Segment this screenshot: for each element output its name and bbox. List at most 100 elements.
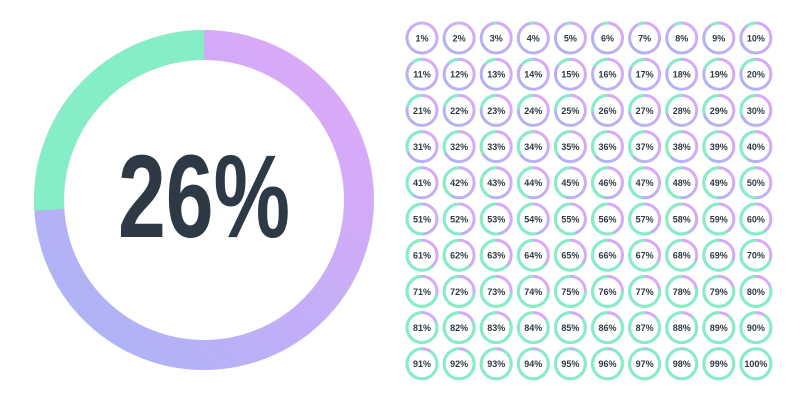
ring-label: 15% (561, 70, 579, 80)
ring-label: 64% (524, 251, 542, 261)
ring-label: 44% (524, 178, 542, 188)
ring-label: 28% (673, 106, 691, 116)
ring-fill (516, 238, 550, 272)
ring-fill (702, 57, 736, 91)
small-ring: 90% (739, 311, 773, 345)
ring-fill (516, 202, 550, 236)
ring-label: 39% (710, 142, 728, 152)
ring-fill (665, 57, 699, 91)
small-ring: 13% (479, 57, 513, 91)
ring-label: 48% (673, 178, 691, 188)
small-ring: 21% (405, 93, 439, 127)
ring-fill (702, 166, 736, 200)
ring-label: 50% (747, 178, 765, 188)
ring-fill (405, 57, 439, 91)
main-ring: 26% (34, 30, 374, 370)
ring-label: 47% (636, 178, 654, 188)
small-ring: 48% (665, 166, 699, 200)
ring-label: 90% (747, 323, 765, 333)
ring-fill (702, 274, 736, 308)
ring-fill (405, 311, 439, 345)
ring-fill (702, 202, 736, 236)
small-ring: 83% (479, 311, 513, 345)
ring-label: 24% (524, 106, 542, 116)
ring-fill (553, 166, 587, 200)
ring-label: 7% (638, 33, 651, 43)
small-ring: 36% (591, 130, 624, 164)
ring-label: 38% (673, 142, 691, 152)
ring-label: 52% (450, 214, 468, 224)
small-ring: 34% (516, 130, 550, 164)
small-ring: 70% (739, 238, 773, 272)
ring-fill (628, 130, 662, 164)
ring-label: 97% (636, 359, 654, 369)
ring-label: 1% (415, 33, 428, 43)
ring-fill (702, 93, 736, 127)
small-ring: 60% (739, 202, 773, 236)
ring-fill (665, 130, 699, 164)
ring-label: 58% (673, 214, 691, 224)
ring-fill (702, 311, 736, 345)
ring-fill (479, 202, 513, 236)
small-ring: 24% (516, 93, 550, 127)
small-ring: 100% (739, 347, 773, 381)
ring-fill (405, 130, 439, 164)
small-ring: 8% (665, 21, 699, 55)
ring-fill (739, 21, 773, 55)
ring-label: 69% (710, 251, 728, 261)
small-ring: 31% (405, 130, 439, 164)
small-ring: 59% (702, 202, 736, 236)
ring-label: 4% (527, 33, 540, 43)
ring-fill (442, 21, 476, 55)
small-ring: 18% (665, 57, 699, 91)
ring-label: 25% (561, 106, 579, 116)
ring-fill (405, 238, 439, 272)
small-ring: 72% (442, 274, 476, 308)
ring-fill (553, 21, 587, 55)
small-ring: 68% (665, 238, 699, 272)
small-ring: 2% (442, 21, 476, 55)
ring-fill (739, 57, 773, 91)
small-ring: 65% (553, 238, 587, 272)
small-ring: 40% (739, 130, 773, 164)
small-ring: 10% (739, 21, 773, 55)
small-ring: 79% (702, 274, 736, 308)
ring-label: 68% (673, 251, 691, 261)
ring-fill (665, 238, 699, 272)
ring-label: 60% (747, 214, 765, 224)
small-ring: 11% (405, 57, 439, 91)
ring-label: 75% (561, 287, 579, 297)
small-ring: 85% (553, 311, 587, 345)
ring-fill (591, 166, 624, 200)
ring-fill (553, 93, 587, 127)
ring-label: 82% (450, 323, 468, 333)
ring-label: 49% (710, 178, 728, 188)
ring-fill (405, 93, 439, 127)
small-ring: 82% (442, 311, 476, 345)
ring-label: 74% (524, 287, 542, 297)
ring-label: 54% (524, 214, 542, 224)
small-ring: 74% (516, 274, 550, 308)
small-ring: 15% (553, 57, 587, 91)
ring-fill (553, 130, 587, 164)
small-ring: 20% (739, 57, 773, 91)
ring-label: 36% (598, 142, 616, 152)
ring-label: 29% (710, 106, 728, 116)
small-ring: 4% (516, 21, 550, 55)
ring-fill (628, 238, 662, 272)
small-ring: 12% (442, 57, 476, 91)
ring-label: 19% (710, 70, 728, 80)
small-ring: 61% (405, 238, 439, 272)
ring-label: 3% (490, 33, 503, 43)
ring-label: 17% (636, 70, 654, 80)
ring-fill (628, 311, 662, 345)
main-label: 26% (118, 131, 290, 263)
ring-label: 73% (487, 287, 505, 297)
small-ring: 38% (665, 130, 699, 164)
ring-fill (516, 311, 550, 345)
small-ring: 1% (405, 21, 439, 55)
ring-fill (739, 93, 773, 127)
ring-label: 95% (561, 359, 579, 369)
small-ring: 37% (628, 130, 662, 164)
ring-fill (591, 21, 624, 55)
